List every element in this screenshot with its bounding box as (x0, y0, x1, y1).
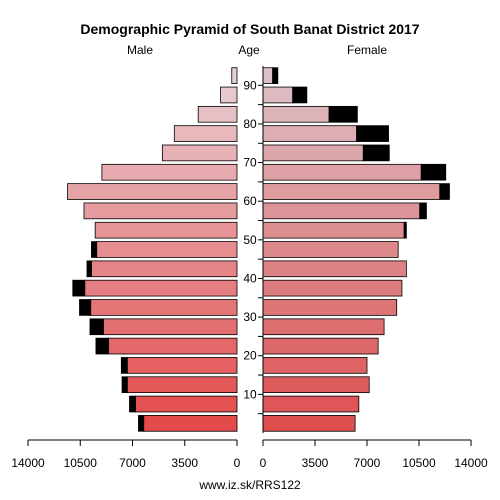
age-tick-label: 90 (243, 78, 257, 92)
age-tick-label: 70 (243, 156, 257, 170)
male-excess-5-9 (129, 395, 136, 413)
age-tick-label: 50 (243, 233, 257, 247)
female-bar-35-39 (262, 279, 403, 297)
male-excess-40-44 (86, 260, 92, 278)
age-tick-label: 40 (243, 271, 257, 285)
male-bar-25-29 (102, 318, 238, 336)
female-excess-85-89 (292, 86, 308, 104)
male-x-tick-label: 10500 (64, 456, 98, 470)
male-bar-60-64 (67, 183, 238, 200)
male-excess-0-4 (138, 415, 145, 432)
female-bar-25-29 (262, 318, 385, 336)
age-tick-label: 30 (243, 310, 257, 324)
female-x-tick-label: 3500 (302, 456, 329, 470)
female-bar-20-24 (262, 337, 379, 355)
female-excess-65-69 (420, 163, 447, 181)
male-excess-25-29 (89, 318, 104, 336)
male-x-tick-label: 0 (234, 456, 241, 470)
male-bars (67, 67, 238, 432)
male-excess-20-24 (95, 337, 110, 355)
male-bar-10-14 (126, 376, 238, 394)
female-bar-45-49 (262, 241, 399, 258)
male-label: Male (127, 43, 153, 57)
male-bar-20-24 (108, 337, 238, 355)
male-excess-35-39 (72, 279, 86, 297)
male-bar-30-34 (90, 299, 238, 316)
female-bar-50-54 (262, 221, 405, 239)
female-excess-55-59 (419, 202, 427, 220)
female-label: Female (347, 43, 387, 57)
female-x-tick-label: 10500 (402, 456, 436, 470)
age-tick-label: 80 (243, 117, 257, 131)
female-bars (262, 67, 450, 432)
male-bar-80-84 (197, 105, 238, 123)
female-excess-50-54 (403, 221, 407, 239)
female-excess-90+ (272, 67, 279, 84)
male-excess-15-19 (120, 357, 128, 374)
age-label: Age (238, 43, 260, 57)
male-bar-0-4 (143, 415, 238, 432)
male-bar-35-39 (84, 279, 238, 297)
tick-labels: 14000 10500 7000 3500 0 0 3500 7000 10500 14000 10… (11, 78, 488, 470)
female-bar-10-14 (262, 376, 370, 394)
male-bar-40-44 (91, 260, 238, 278)
female-bar-40-44 (262, 260, 407, 278)
female-bar-30-34 (262, 299, 398, 316)
male-x-tick-label: 14000 (11, 456, 45, 470)
female-bar-60-64 (262, 183, 441, 200)
female-bar-55-59 (262, 202, 421, 220)
female-excess-70-74 (362, 144, 390, 162)
male-bar-15-19 (126, 357, 238, 374)
male-bar-45-49 (96, 241, 238, 258)
male-bar-90+ (231, 67, 238, 84)
male-excess-10-14 (121, 376, 128, 394)
female-x-tick-label: 7000 (354, 456, 381, 470)
female-bar-70-74 (262, 144, 364, 162)
footer-source: www.iz.sk/RRS122 (198, 478, 301, 492)
male-excess-30-34 (79, 299, 92, 316)
female-bar-65-69 (262, 163, 422, 181)
female-excess-75-79 (356, 125, 389, 142)
axes (27, 66, 472, 446)
male-bar-75-79 (173, 125, 238, 142)
chart-title: Demographic Pyramid of South Banat Distr… (80, 21, 419, 37)
male-excess-45-49 (91, 241, 98, 258)
female-bar-15-19 (262, 357, 368, 374)
male-bar-50-54 (94, 221, 238, 239)
male-x-tick-label: 7000 (119, 456, 146, 470)
female-x-tick-label: 0 (260, 456, 267, 470)
male-bar-5-9 (135, 395, 238, 413)
female-bar-5-9 (262, 395, 360, 413)
age-tick-label: 60 (243, 194, 257, 208)
male-bar-85-89 (220, 86, 238, 104)
male-bar-55-59 (83, 202, 238, 220)
age-tick-label: 10 (243, 387, 257, 401)
male-x-tick-label: 3500 (171, 456, 198, 470)
male-bar-70-74 (161, 144, 238, 162)
age-tick-label: 20 (243, 349, 257, 363)
female-excess-80-84 (328, 105, 358, 123)
female-x-tick-label: 14000 (454, 456, 488, 470)
female-bar-0-4 (262, 415, 356, 432)
female-bar-75-79 (262, 125, 357, 142)
male-bar-65-69 (101, 163, 238, 181)
female-excess-60-64 (439, 183, 450, 200)
female-bar-90+ (262, 67, 274, 84)
female-bar-85-89 (262, 86, 294, 104)
female-bar-80-84 (262, 105, 330, 123)
